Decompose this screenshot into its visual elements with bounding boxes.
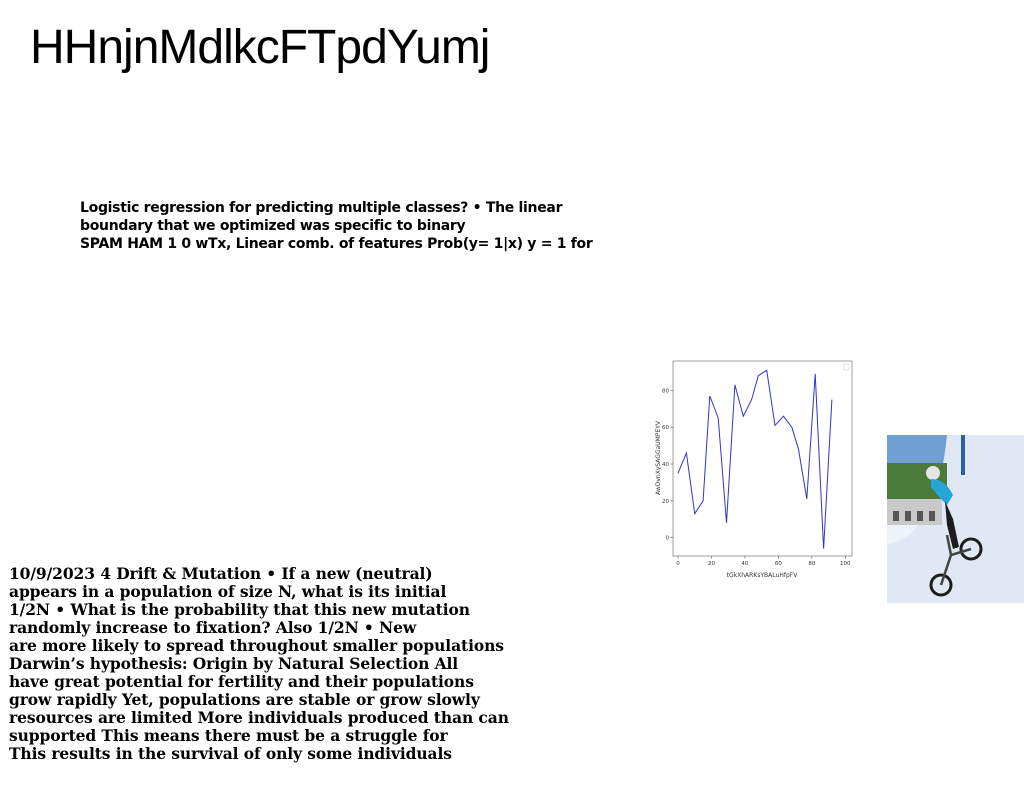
text-line: are more likely to spread throughout sma…: [9, 636, 504, 655]
front-wheel: [929, 573, 953, 597]
y-tick-label: 80: [662, 388, 669, 394]
x-tick-label: 0: [676, 561, 680, 567]
legend-box: [843, 363, 850, 371]
rider-legs: [945, 501, 959, 549]
bike-frame: [939, 534, 972, 586]
y-axis-label: AwDvnXySAGGaUMPEYV: [655, 420, 662, 495]
y-tick-label: 40: [662, 462, 669, 468]
rider-body: [931, 479, 953, 505]
x-axis-label: tGkXhARKsYBALuHfpFV: [727, 572, 799, 579]
rear-wheel: [959, 537, 983, 561]
page-title: HHnjnMdlkcFTpdYumj: [30, 21, 490, 74]
text-line: boundary that we optimized was specific …: [80, 218, 466, 234]
text-line: SPAM HAM 1 0 wTx, Linear comb. of featur…: [80, 236, 593, 252]
text-line: 1/2N • What is the probability that this…: [9, 600, 470, 619]
text-line: randomly increase to fixation? Also 1/2N…: [9, 618, 417, 637]
text-line: grow rapidly Yet, populations are stable…: [9, 690, 480, 709]
x-tick-label: 40: [741, 561, 748, 567]
bmx-rider-photo: [887, 435, 1024, 603]
text-line: 10/9/2023 4 Drift & Mutation • If a new …: [9, 564, 433, 583]
x-tick-label: 60: [775, 561, 782, 567]
ramp-edge: [961, 435, 965, 475]
logistic-regression-text: Logistic regression for predicting multi…: [80, 199, 640, 253]
line-chart: tGkXhARKsYBALuHfpFV AwDvnXySAGGaUMPEYV 0…: [655, 360, 853, 579]
y-tick-label: 20: [662, 499, 669, 505]
fence-posts: [893, 511, 935, 521]
drift-mutation-text: 10/9/2023 4 Drift & Mutation • If a new …: [9, 565, 549, 763]
plot-frame: [672, 360, 853, 557]
helmet: [926, 466, 940, 480]
text-line: Darwin’s hypothesis: Origin by Natural S…: [9, 654, 459, 673]
y-tick-label: 60: [662, 425, 669, 431]
text-line: have great potential for fertility and t…: [9, 672, 474, 691]
x-tick-label: 20: [708, 561, 715, 567]
x-tick-label: 100: [840, 561, 851, 567]
y-tick-label: 0: [666, 536, 670, 542]
text-line: Logistic regression for predicting multi…: [80, 200, 563, 216]
ramp-wall: [887, 435, 1024, 603]
text-line: supported This means there must be a str…: [9, 726, 448, 745]
text-line: resources are limited More individuals p…: [9, 708, 509, 727]
x-tick-label: 80: [808, 561, 815, 567]
series-line: [677, 369, 833, 549]
text-line: This results in the survival of only som…: [9, 744, 452, 763]
text-line: appears in a population of size N, what …: [9, 582, 447, 601]
